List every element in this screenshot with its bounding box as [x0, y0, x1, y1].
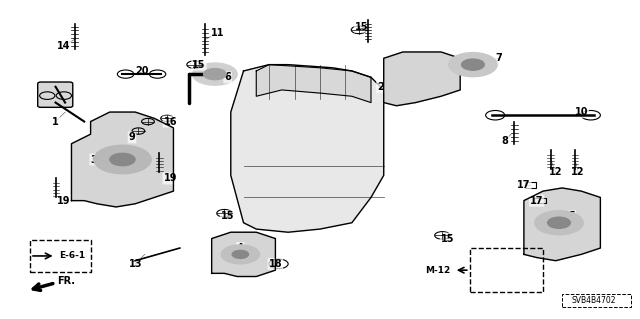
- Circle shape: [449, 53, 497, 77]
- Circle shape: [109, 153, 135, 166]
- Text: 1: 1: [52, 116, 59, 127]
- Text: 12: 12: [572, 167, 585, 177]
- Circle shape: [193, 63, 237, 85]
- Text: 8: 8: [501, 136, 508, 145]
- Text: 19: 19: [57, 196, 70, 206]
- Text: 12: 12: [549, 167, 563, 177]
- Text: 16: 16: [163, 116, 177, 127]
- Text: 5: 5: [568, 211, 575, 221]
- Text: 20: 20: [135, 66, 148, 76]
- Text: 6: 6: [224, 72, 231, 82]
- Text: 13: 13: [129, 259, 142, 269]
- Text: 15: 15: [441, 234, 454, 243]
- Text: 18: 18: [269, 259, 282, 269]
- Text: 15: 15: [221, 211, 234, 221]
- Text: E-6-1: E-6-1: [59, 251, 85, 260]
- Text: 15: 15: [355, 22, 368, 32]
- Text: 3: 3: [90, 154, 97, 165]
- Bar: [470, 248, 543, 292]
- Polygon shape: [524, 188, 600, 261]
- Text: 11: 11: [211, 28, 225, 38]
- Text: 4: 4: [237, 243, 244, 253]
- Polygon shape: [384, 52, 460, 106]
- Text: 19: 19: [163, 174, 177, 183]
- Text: 17: 17: [517, 180, 531, 190]
- Circle shape: [232, 250, 248, 258]
- Text: M-12: M-12: [426, 266, 451, 275]
- Text: 2: 2: [377, 82, 384, 92]
- Circle shape: [461, 59, 484, 70]
- FancyBboxPatch shape: [38, 82, 73, 107]
- Bar: [562, 294, 631, 307]
- Text: 15: 15: [192, 60, 205, 70]
- Polygon shape: [72, 112, 173, 207]
- Circle shape: [535, 211, 583, 235]
- Bar: [525, 182, 536, 188]
- Text: SVB4B4702: SVB4B4702: [572, 296, 616, 305]
- Polygon shape: [231, 65, 384, 232]
- Circle shape: [204, 69, 227, 80]
- Polygon shape: [212, 232, 275, 277]
- Text: 17: 17: [530, 196, 543, 206]
- Circle shape: [547, 217, 570, 228]
- Text: 9: 9: [129, 132, 136, 142]
- Text: 10: 10: [575, 107, 588, 117]
- Bar: [30, 240, 91, 272]
- Text: FR.: FR.: [57, 276, 75, 286]
- Circle shape: [94, 145, 151, 174]
- Polygon shape: [256, 65, 371, 103]
- Text: 14: 14: [57, 41, 70, 51]
- Bar: [534, 198, 545, 204]
- Circle shape: [221, 245, 259, 264]
- Text: 7: 7: [495, 53, 502, 63]
